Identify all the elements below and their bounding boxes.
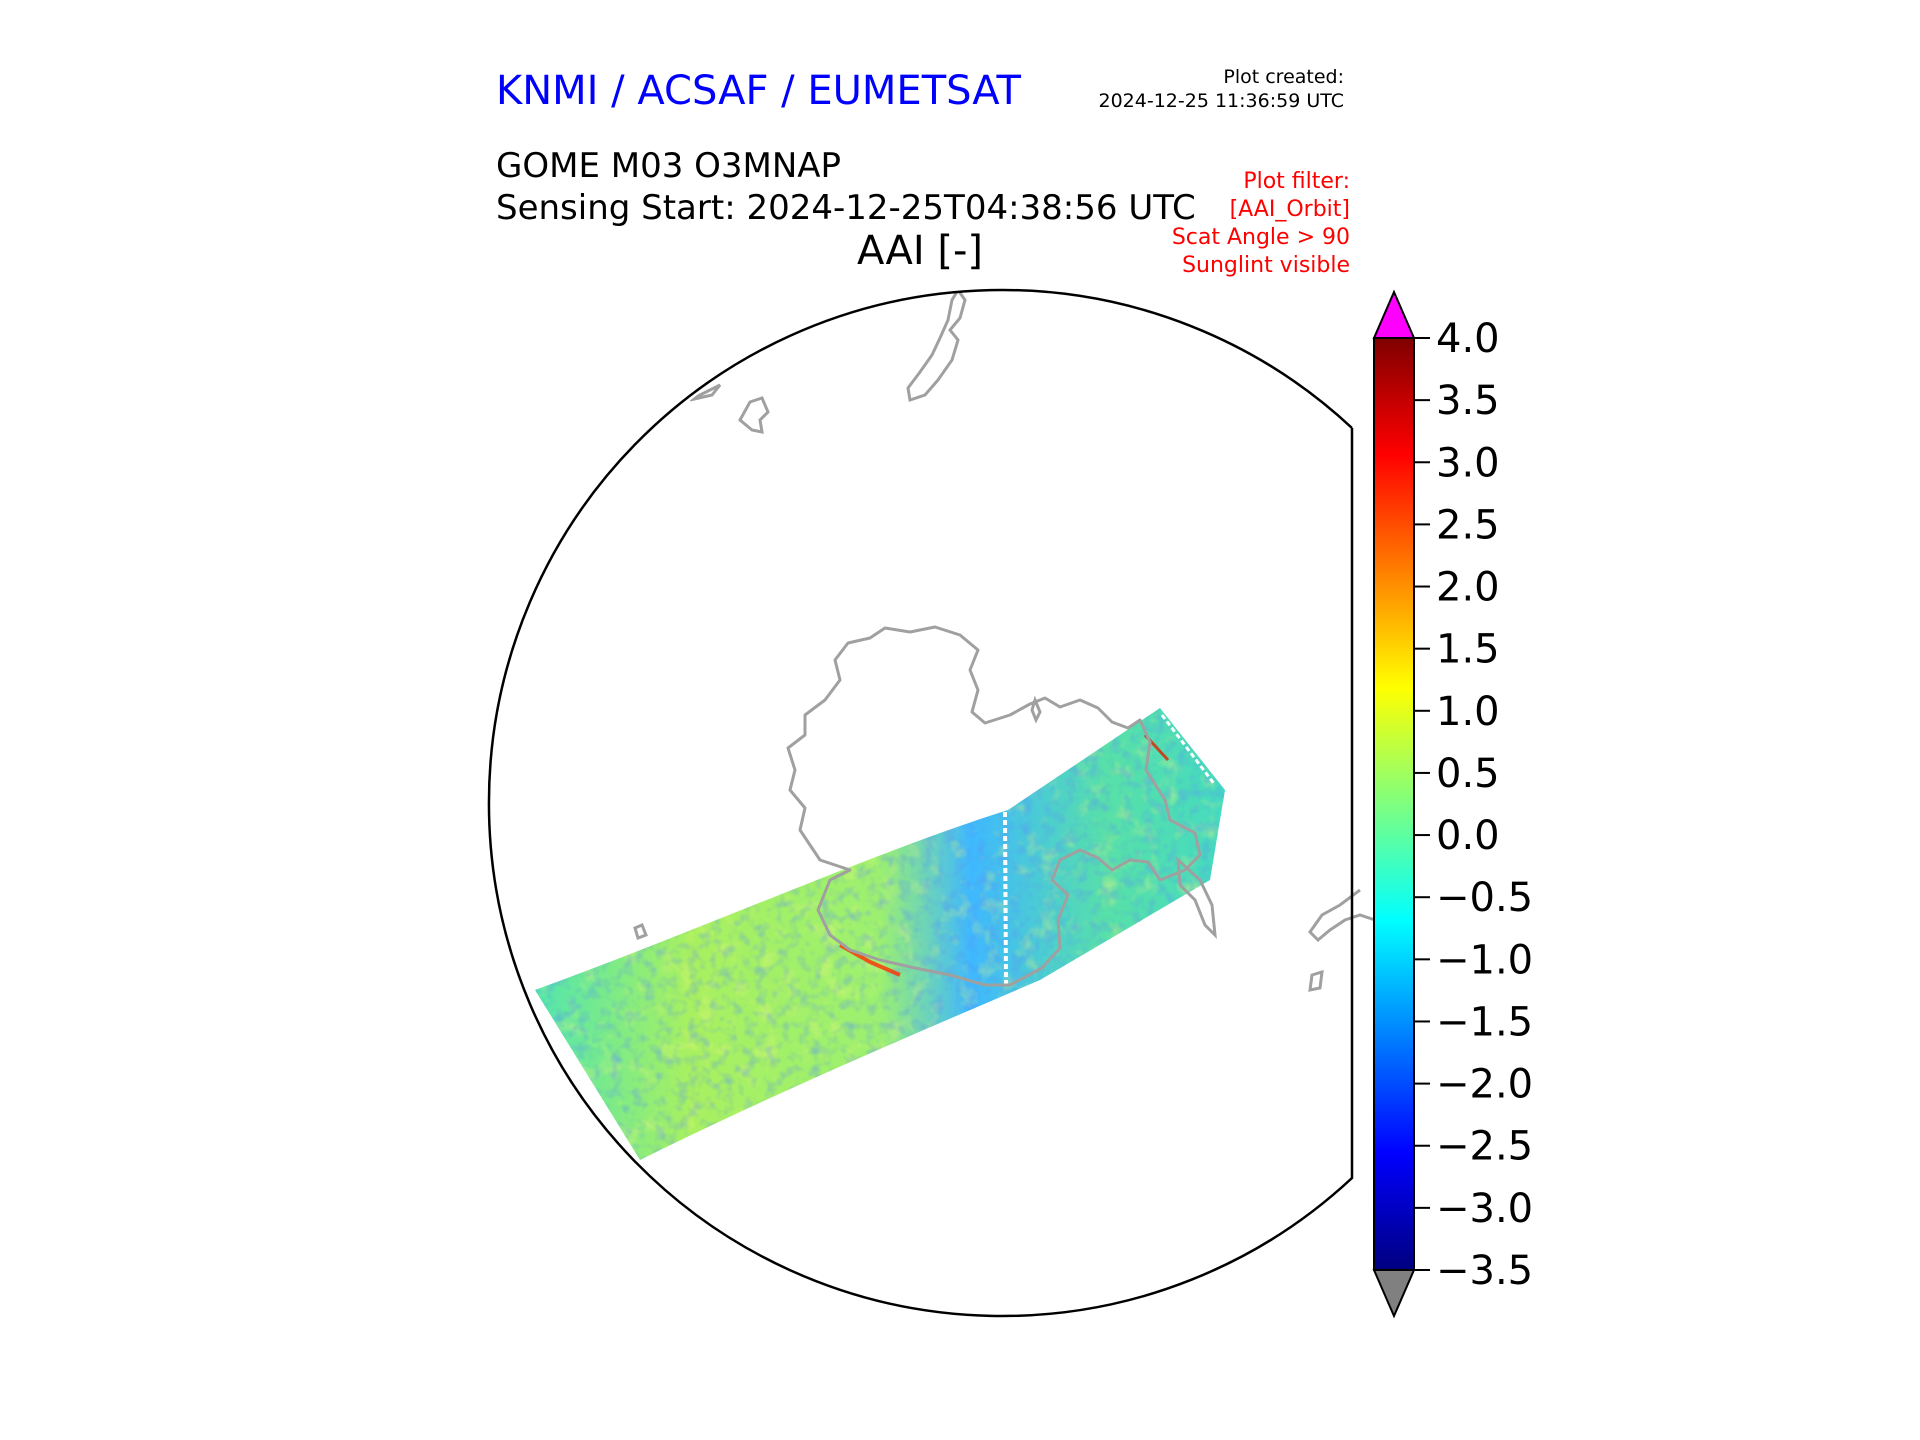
plot-created-time: 2024-12-25 11:36:59 UTC [1098, 90, 1345, 112]
colorbar-tick-label: 0.5 [1436, 751, 1500, 797]
colorbar-tick-label: 1.5 [1436, 627, 1500, 673]
colorbar: 4.0 3.5 3.0 2.5 2.0 1.5 1.0 0.5 0.0 −0.5 −1.0 −1.5 −… [1372, 289, 1533, 1319]
colorbar-tick-label: −2.5 [1436, 1124, 1533, 1170]
colorbar-tick-label: 3.0 [1436, 440, 1500, 486]
colorbar-over-arrow [1372, 289, 1416, 339]
plot-created-label: Plot created: [1223, 66, 1344, 88]
colorbar-tick-label: 1.0 [1436, 689, 1500, 735]
plot-title: AAI [-] [857, 228, 983, 274]
colorbar-gradient [1373, 337, 1415, 1271]
colorbar-tick-label: 3.5 [1436, 378, 1500, 424]
colorbar-tick-label: −1.5 [1436, 999, 1533, 1045]
colorbar-tick-label: 2.5 [1436, 502, 1500, 548]
product-name: GOME M03 O3MNAP [496, 146, 842, 186]
map-area [535, 290, 1376, 1160]
colorbar-tick-label: −2.0 [1436, 1062, 1533, 1108]
colorbar-tick-label: 4.0 [1436, 316, 1500, 362]
sensing-start: Sensing Start: 2024-12-25T04:38:56 UTC [496, 188, 1196, 228]
colorbar-tick-label: −0.5 [1436, 875, 1533, 921]
plot-filter-sunglint: Sunglint visible [1182, 253, 1350, 278]
plot-filter-scat-angle: Scat Angle > 90 [1171, 225, 1350, 250]
aai-swath [535, 708, 1225, 1160]
antarctica-coastline [786, 625, 1202, 987]
plot-filter-orbit: [AAI_Orbit] [1229, 197, 1350, 222]
colorbar-under-arrow [1372, 1269, 1416, 1319]
plot-filter-label: Plot filter: [1243, 169, 1350, 194]
organization-title: KNMI / ACSAF / EUMETSAT [496, 68, 1021, 114]
colorbar-tick-label: 2.0 [1436, 565, 1500, 611]
colorbar-tick-label: −1.0 [1436, 937, 1533, 983]
map-boundary [487, 288, 1354, 1318]
south-america-coastline [1308, 888, 1376, 943]
new-zealand-coastline [906, 290, 967, 402]
colorbar-tick-label: −3.5 [1436, 1248, 1533, 1294]
colorbar-tick-label: −3.0 [1436, 1186, 1533, 1232]
colorbar-tick-label: 0.0 [1436, 813, 1500, 859]
